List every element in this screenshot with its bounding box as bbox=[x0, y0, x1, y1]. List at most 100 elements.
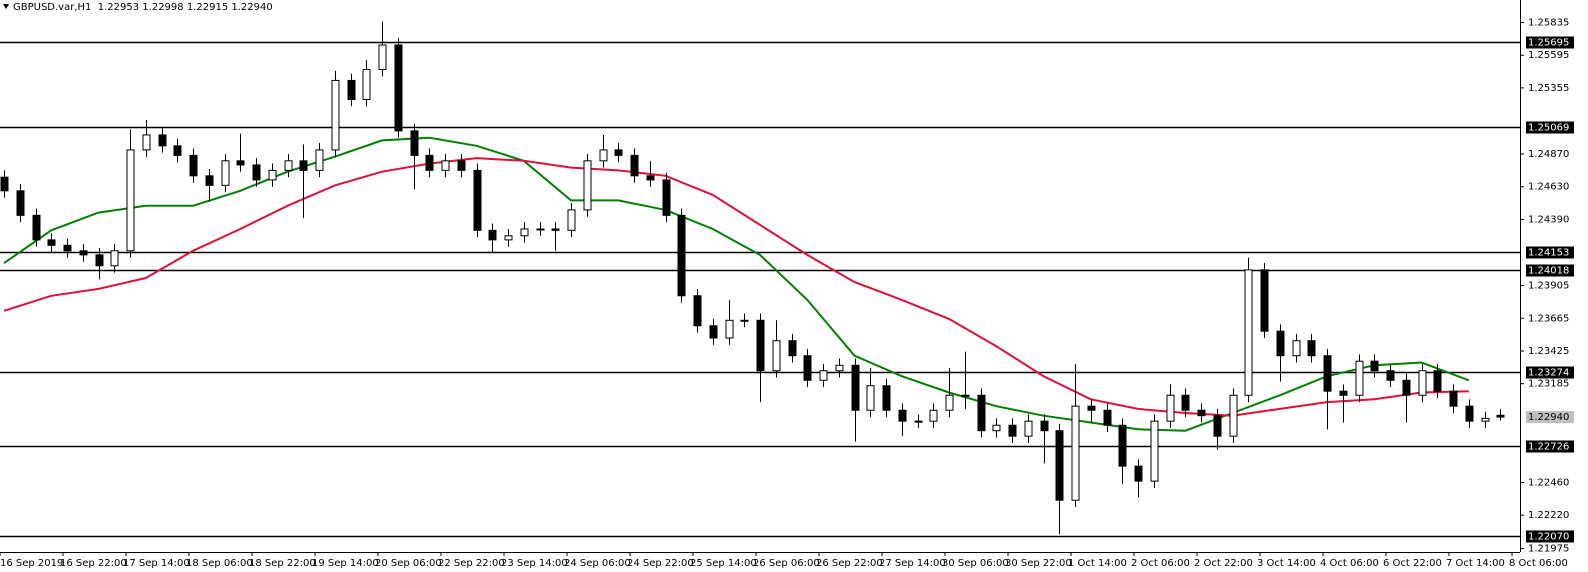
candle-body bbox=[1244, 269, 1253, 396]
candle-body bbox=[457, 160, 466, 171]
candle-body bbox=[536, 228, 545, 231]
candle-body bbox=[1118, 424, 1127, 467]
candle-body bbox=[425, 154, 434, 171]
candle-body bbox=[32, 214, 41, 241]
x-tick-label: 17 Sep 14:00 bbox=[123, 558, 190, 569]
candle-body bbox=[205, 175, 214, 186]
candle-body bbox=[520, 228, 529, 237]
candle-body bbox=[851, 364, 860, 411]
candle-body bbox=[914, 420, 923, 423]
x-tick-label: 20 Sep 06:00 bbox=[375, 558, 442, 569]
candle-body bbox=[1370, 360, 1379, 372]
candle-body bbox=[1055, 430, 1064, 501]
candle-body bbox=[1087, 405, 1096, 411]
x-tick-label: 23 Sep 14:00 bbox=[501, 558, 568, 569]
level-label: 1.24018 bbox=[1528, 266, 1569, 277]
candle-body bbox=[662, 179, 671, 216]
chart-title: GBPUSD.var,H1 1.22953 1.22998 1.22915 1.… bbox=[13, 2, 273, 13]
candle-body bbox=[772, 340, 781, 372]
candle-body bbox=[551, 228, 560, 231]
x-tick-label: 4 Oct 06:00 bbox=[1320, 558, 1379, 569]
candle-body bbox=[221, 160, 230, 186]
y-tick-label: 1.25595 bbox=[1528, 50, 1569, 61]
candle-body bbox=[16, 190, 25, 216]
level-label: 1.23274 bbox=[1528, 368, 1569, 379]
candle-body bbox=[362, 69, 371, 100]
candle-body bbox=[268, 169, 277, 181]
candle-body bbox=[1339, 390, 1348, 396]
candle-body bbox=[1197, 409, 1206, 417]
level-label: 1.22726 bbox=[1528, 442, 1569, 453]
candle-body bbox=[835, 364, 844, 372]
menu-triangle[interactable] bbox=[3, 4, 9, 9]
x-tick-label: 30 Sep 06:00 bbox=[942, 558, 1009, 569]
level-label-box bbox=[1526, 264, 1574, 277]
candle-body bbox=[173, 145, 182, 156]
y-tick-label: 1.24630 bbox=[1528, 182, 1569, 193]
x-tick-label: 18 Sep 22:00 bbox=[249, 558, 316, 569]
candle-body bbox=[1008, 424, 1017, 437]
candle-body bbox=[693, 295, 702, 327]
candle-body bbox=[1386, 370, 1395, 381]
y-tick-label: 1.24870 bbox=[1528, 149, 1569, 160]
level-label: 1.25069 bbox=[1528, 123, 1569, 134]
candle-body bbox=[756, 319, 765, 372]
y-tick-label: 1.23425 bbox=[1528, 346, 1569, 357]
candle-body bbox=[1307, 340, 1316, 357]
candle-body bbox=[1292, 340, 1301, 357]
candle-body bbox=[646, 175, 655, 181]
candle-body bbox=[1433, 370, 1442, 392]
y-tick-label: 1.24390 bbox=[1528, 214, 1569, 225]
candle-body bbox=[394, 44, 403, 132]
candle-body bbox=[725, 319, 734, 339]
x-tick-label: 27 Sep 14:00 bbox=[879, 558, 946, 569]
candle-body bbox=[1276, 330, 1285, 357]
candle-body bbox=[583, 160, 592, 211]
x-tick-label: 2 Oct 22:00 bbox=[1194, 558, 1253, 569]
candle-body bbox=[1355, 360, 1364, 396]
candle-body bbox=[945, 394, 954, 411]
level-label-box bbox=[1526, 121, 1574, 134]
candle-body bbox=[1150, 420, 1159, 482]
candle-body bbox=[1465, 405, 1474, 422]
candle-body bbox=[882, 385, 891, 411]
candle-body bbox=[284, 160, 293, 171]
candle-body bbox=[992, 424, 1001, 432]
candle-body bbox=[819, 370, 828, 381]
candle-body bbox=[378, 44, 387, 71]
candle-body bbox=[1071, 405, 1080, 501]
level-label-box bbox=[1526, 246, 1574, 259]
candle-body bbox=[63, 244, 72, 252]
x-tick-label: 30 Sep 22:00 bbox=[1005, 558, 1072, 569]
x-tick-label: 2 Oct 06:00 bbox=[1131, 558, 1190, 569]
level-label: 1.22070 bbox=[1528, 532, 1569, 543]
y-tick-label: 1.23185 bbox=[1528, 379, 1569, 390]
candle-body bbox=[1496, 414, 1505, 418]
x-tick-label: 16 Sep 2019 bbox=[0, 558, 63, 569]
candle-body bbox=[1418, 370, 1427, 396]
y-tick-label: 1.23665 bbox=[1528, 313, 1569, 324]
candle-body bbox=[315, 149, 324, 171]
current-price-box bbox=[1526, 411, 1574, 424]
level-label: 1.25695 bbox=[1528, 38, 1569, 49]
x-tick-label: 24 Sep 06:00 bbox=[564, 558, 631, 569]
candle-body bbox=[803, 355, 812, 381]
y-tick-label: 1.25355 bbox=[1528, 83, 1569, 94]
candle-body bbox=[158, 134, 167, 147]
candle-body bbox=[110, 250, 119, 267]
level-label-box bbox=[1526, 36, 1574, 49]
candle-body bbox=[866, 385, 875, 411]
current-price-label: 1.22940 bbox=[1528, 412, 1569, 423]
candle-body bbox=[740, 319, 749, 322]
x-tick-label: 8 Oct 06:00 bbox=[1509, 558, 1568, 569]
candle-body bbox=[1323, 355, 1332, 392]
candle-body bbox=[126, 149, 135, 252]
x-tick-label: 7 Oct 14:00 bbox=[1446, 558, 1505, 569]
y-tick-label: 1.22460 bbox=[1528, 477, 1569, 488]
candle-body bbox=[236, 160, 245, 166]
y-tick-label: 1.21975 bbox=[1528, 544, 1569, 555]
candle-body bbox=[567, 209, 576, 231]
candle-body bbox=[961, 394, 970, 397]
candle-body bbox=[488, 229, 497, 241]
